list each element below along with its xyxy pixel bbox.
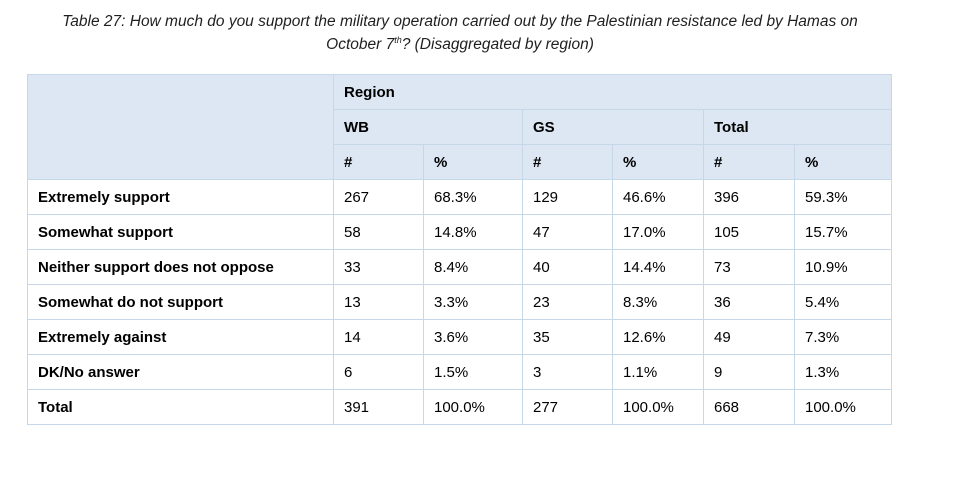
table-cell: 46.6% — [612, 179, 704, 215]
table-cell: 36 — [703, 284, 795, 320]
table-cell: 3.3% — [423, 284, 523, 320]
subheader-cell: % — [423, 144, 523, 180]
table-cell: 100.0% — [793, 389, 893, 425]
subheader-cell: % — [793, 144, 893, 180]
table-cell: 73 — [703, 249, 795, 285]
row-label: Total — [27, 389, 334, 425]
table-cell: 1.3% — [793, 354, 893, 390]
table-cell: 6 — [333, 354, 424, 390]
table-cell: 14.8% — [423, 214, 523, 250]
table-cell: 17.0% — [612, 214, 704, 250]
caption-superscript: th — [394, 34, 402, 45]
table-caption: Table 27: How much do you support the mi… — [20, 10, 900, 56]
row-label: DK/No answer — [27, 354, 334, 390]
caption-line-2-post: ? (Disaggregated by region) — [401, 36, 594, 53]
table-cell: 277 — [522, 389, 613, 425]
table-row: Somewhat support 58 14.8% 47 17.0% 105 1… — [27, 214, 893, 250]
region-header-wb: WB — [333, 109, 523, 145]
row-label: Neither support does not oppose — [27, 249, 334, 285]
table-row: Somewhat do not support 13 3.3% 23 8.3% … — [27, 284, 893, 320]
table-cell: 14 — [333, 319, 424, 355]
table-row: Extremely against 14 3.6% 35 12.6% 49 7.… — [27, 319, 893, 355]
region-header-total: Total — [702, 109, 893, 145]
row-label: Extremely support — [27, 179, 334, 215]
table-cell: 1.5% — [423, 354, 523, 390]
table-cell: 35 — [522, 319, 613, 355]
row-label: Somewhat support — [27, 214, 334, 250]
table-cell: 8.3% — [612, 284, 704, 320]
table-cell: 47 — [522, 214, 613, 250]
subheader-cell: # — [333, 144, 424, 180]
table-row: DK/No answer 6 1.5% 3 1.1% 9 1.3% — [27, 354, 893, 390]
table-cell: 105 — [703, 214, 795, 250]
table-cell: 68.3% — [423, 179, 523, 215]
table-cell: 59.3% — [793, 179, 893, 215]
table-cell: 58 — [333, 214, 424, 250]
table-cell: 100.0% — [423, 389, 523, 425]
subheader-cell: % — [612, 144, 704, 180]
table-cell: 5.4% — [793, 284, 893, 320]
table-cell: 9 — [703, 354, 795, 390]
table-cell: 15.7% — [793, 214, 893, 250]
table-cell: 396 — [703, 179, 795, 215]
table-cell: 33 — [333, 249, 424, 285]
caption-line-1: Table 27: How much do you support the mi… — [62, 13, 858, 30]
region-header-gs: GS — [522, 109, 704, 145]
header-corner-cell — [27, 74, 334, 180]
table-cell: 3 — [522, 354, 613, 390]
row-label: Extremely against — [27, 319, 334, 355]
table-cell: 129 — [522, 179, 613, 215]
table-cell: 7.3% — [793, 319, 893, 355]
table-cell: 391 — [333, 389, 424, 425]
table-cell: 100.0% — [612, 389, 704, 425]
table-cell: 8.4% — [423, 249, 523, 285]
header-row-subheaders: # % # % # % — [28, 144, 893, 180]
header-row-region: Region — [27, 74, 893, 180]
table-row: Extremely support 267 68.3% 129 46.6% 39… — [27, 179, 893, 215]
region-group-header: Region — [332, 74, 893, 110]
table-cell: 12.6% — [612, 319, 704, 355]
row-label: Somewhat do not support — [27, 284, 334, 320]
table-cell: 23 — [522, 284, 613, 320]
total-row: Total 391 100.0% 277 100.0% 668 100.0% — [27, 389, 893, 425]
table-cell: 1.1% — [612, 354, 704, 390]
subheader-cell: # — [703, 144, 795, 180]
table-cell: 49 — [703, 319, 795, 355]
region-table: Region WB GS Total # % # % # % Extremely… — [27, 74, 893, 425]
table-row: Neither support does not oppose 33 8.4% … — [27, 249, 893, 285]
subheader-cell: # — [522, 144, 613, 180]
table-cell: 40 — [522, 249, 613, 285]
table-cell: 14.4% — [612, 249, 704, 285]
table-cell: 267 — [333, 179, 424, 215]
table-cell: 10.9% — [793, 249, 893, 285]
header-row-regions: WB GS Total — [28, 109, 893, 145]
caption-line-2: October 7th? (Disaggregated by region) — [20, 33, 900, 56]
caption-line-2-pre: October 7 — [326, 36, 395, 53]
table-cell: 13 — [333, 284, 424, 320]
table-cell: 668 — [703, 389, 795, 425]
table-cell: 3.6% — [423, 319, 523, 355]
